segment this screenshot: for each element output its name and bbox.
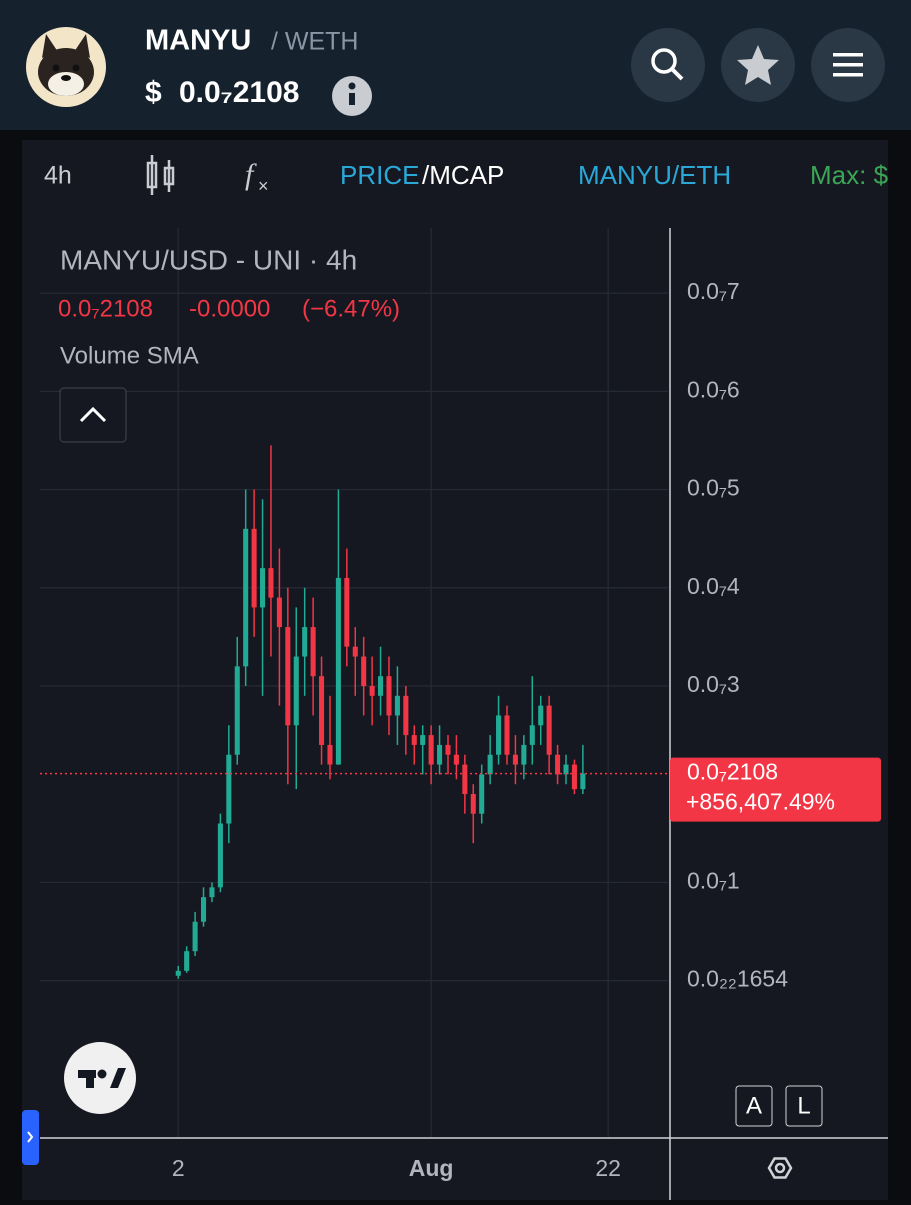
menu-button[interactable] bbox=[811, 28, 885, 102]
candle-body bbox=[310, 627, 316, 677]
auto-scale-button[interactable]: A bbox=[735, 1085, 773, 1127]
candle-body bbox=[327, 744, 333, 765]
header-price: 0.0₇2108 bbox=[179, 76, 299, 109]
candle-body bbox=[268, 568, 274, 598]
candle-body bbox=[369, 685, 375, 696]
candle-body bbox=[504, 715, 510, 755]
candle-body bbox=[580, 773, 586, 790]
x-tick-label: Aug bbox=[409, 1155, 454, 1181]
mcap-toggle[interactable]: /MCAP bbox=[422, 160, 504, 190]
candle-body bbox=[386, 676, 392, 716]
candle-body bbox=[470, 794, 476, 814]
legend-change: -0.0000 bbox=[189, 295, 270, 322]
legend-indicator: Volume SMA bbox=[60, 342, 199, 369]
candle-body bbox=[563, 764, 569, 775]
candle-body bbox=[293, 656, 299, 726]
log-scale-label: L bbox=[797, 1092, 810, 1119]
candle-body bbox=[217, 823, 223, 888]
candle-body bbox=[521, 744, 527, 765]
candle-body bbox=[335, 577, 341, 765]
tradingview-logo[interactable] bbox=[64, 1042, 136, 1114]
candle-body bbox=[352, 646, 358, 657]
log-scale-button[interactable]: L bbox=[785, 1085, 823, 1127]
y-tick-label: 0.0₇1 bbox=[687, 868, 740, 894]
candle-body bbox=[428, 735, 434, 765]
x-tick-label: 22 bbox=[595, 1155, 621, 1181]
candle-body bbox=[546, 705, 552, 755]
candle-body bbox=[201, 897, 207, 922]
legend-price: 0.0₇2108 bbox=[58, 295, 153, 322]
candle-body bbox=[571, 764, 577, 790]
candle-body bbox=[285, 627, 291, 726]
y-tick-label: 0.0₇7 bbox=[687, 278, 740, 304]
candle-body bbox=[192, 921, 198, 952]
candle-body bbox=[462, 764, 468, 795]
info-icon[interactable] bbox=[332, 76, 372, 116]
chart-settings-button[interactable] bbox=[767, 1157, 793, 1179]
token-symbol: MANYU bbox=[145, 25, 251, 57]
candle-body bbox=[209, 887, 215, 898]
max-label: Max: $ bbox=[810, 160, 889, 190]
plot-area bbox=[40, 228, 668, 1138]
candle-body bbox=[529, 725, 535, 745]
candle-body bbox=[175, 970, 181, 976]
candle-body bbox=[538, 705, 544, 726]
candle-body bbox=[251, 528, 257, 608]
candle-body bbox=[234, 666, 240, 755]
indicators-button-x[interactable]: × bbox=[258, 176, 269, 196]
candle-body bbox=[512, 754, 518, 765]
price-toggle[interactable]: PRICE bbox=[340, 160, 419, 190]
candle-body bbox=[344, 577, 350, 647]
pair-toggle[interactable]: MANYU/ETH bbox=[578, 160, 731, 190]
candle-body bbox=[445, 744, 451, 755]
y-tick-label: 0.0₇3 bbox=[687, 671, 740, 697]
quote-symbol: / WETH bbox=[271, 28, 359, 56]
chart-type-button[interactable] bbox=[146, 155, 175, 195]
candle-body bbox=[420, 735, 426, 745]
price-tag bbox=[670, 757, 881, 822]
candle-body bbox=[487, 754, 493, 775]
legend-title: MANYU/USD - UNI · 4h bbox=[60, 244, 357, 275]
candle-body bbox=[276, 597, 282, 628]
candle-body bbox=[555, 754, 561, 775]
y-tick-label: 0.0₇4 bbox=[687, 573, 740, 599]
candle-body bbox=[437, 744, 443, 765]
token-logo[interactable] bbox=[26, 27, 106, 107]
candle-body bbox=[260, 568, 266, 608]
y-tick-label: 0.0₇5 bbox=[687, 475, 740, 501]
candle-body bbox=[453, 754, 459, 765]
y-tick-label: 0.0₂₂1654 bbox=[687, 966, 788, 992]
candle-body bbox=[243, 528, 249, 667]
candle-body bbox=[378, 676, 384, 696]
candle-body bbox=[302, 627, 308, 657]
candle-body bbox=[319, 676, 325, 745]
candle-body bbox=[361, 656, 367, 686]
watchlist-button[interactable] bbox=[721, 28, 795, 102]
candle-body bbox=[226, 754, 232, 824]
price-tag-label: 0.0₇2108 bbox=[687, 759, 778, 785]
candle-body bbox=[394, 695, 400, 716]
search-button[interactable] bbox=[631, 28, 705, 102]
y-tick-label: 0.0₇6 bbox=[687, 376, 740, 402]
candle-body bbox=[479, 774, 485, 814]
legend-change-pct: (−6.47%) bbox=[302, 295, 400, 322]
chart-panel bbox=[22, 140, 888, 1200]
collapse-legend-button[interactable] bbox=[59, 387, 127, 443]
sidebar-tab[interactable] bbox=[22, 1110, 39, 1165]
price-tag-change: +856,407.49% bbox=[686, 789, 835, 815]
auto-scale-label: A bbox=[746, 1092, 762, 1119]
x-tick-label: 2 bbox=[172, 1155, 185, 1181]
candle-body bbox=[411, 735, 417, 745]
interval-button[interactable]: 4h bbox=[44, 162, 72, 190]
candle-body bbox=[184, 951, 190, 971]
candle-body bbox=[496, 715, 502, 755]
candle-body bbox=[403, 695, 409, 736]
currency: $ bbox=[145, 76, 162, 109]
